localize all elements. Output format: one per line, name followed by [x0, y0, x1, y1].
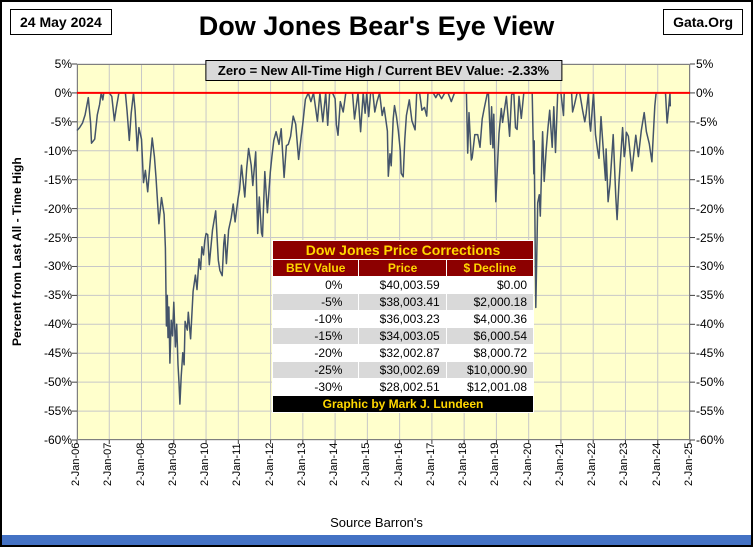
- x-tick-label: 2-Jan-15: [360, 443, 373, 487]
- page-title: Dow Jones Bear's Eye View: [198, 11, 555, 41]
- y-tick-label: -10%: [43, 143, 72, 158]
- x-tick-label: 2-Jan-25: [683, 443, 695, 487]
- y-tick-label: -60%: [43, 433, 72, 447]
- table-footer: Graphic by Mark J. Lundeen: [272, 395, 534, 413]
- table-header-row: BEV Value Price $ Decline: [271, 259, 535, 277]
- table-cell: $2,000.18: [445, 293, 535, 311]
- table-row: 0% $40,003.59 $0.00: [271, 276, 535, 294]
- y-axis-title: Percent from Last All - Time High: [10, 157, 24, 347]
- y-tick-label: -55%: [43, 404, 72, 419]
- x-tick-label: 2-Jan-16: [392, 443, 405, 487]
- y-tick-label: -60%: [696, 433, 725, 447]
- table-cell: -20%: [271, 344, 360, 362]
- table-cell: $12,001.08: [445, 378, 535, 396]
- x-tick-label: 2-Jan-17: [424, 443, 437, 487]
- table-cell: -5%: [271, 293, 360, 311]
- y-tick-label: -20%: [43, 201, 72, 216]
- table-row: -10% $36,003.23 $4,000.36: [271, 310, 535, 328]
- y-tick-label: -5%: [696, 114, 718, 129]
- table-row: -15% $34,003.05 $6,000.54: [271, 327, 535, 345]
- chart-subtitle: Zero = New All-Time High / Current BEV V…: [204, 60, 563, 81]
- y-tick-label: 0%: [54, 85, 72, 100]
- y-tick-label: -10%: [696, 143, 725, 158]
- table-cell: $8,000.72: [445, 344, 535, 362]
- x-tick-label: 2-Jan-19: [489, 443, 502, 487]
- bev-line: [76, 92, 672, 405]
- table-cell: -10%: [271, 310, 360, 328]
- table-cell: $28,002.51: [358, 378, 447, 396]
- corrections-table: Dow Jones Price Corrections BEV Value Pri…: [271, 240, 535, 413]
- org-badge: Gata.Org: [663, 9, 743, 35]
- table-row: -20% $32,002.87 $8,000.72: [271, 344, 535, 362]
- y-tick-label: -15%: [696, 172, 725, 187]
- y-tick-label: -50%: [696, 375, 725, 390]
- table-cell: $34,003.05: [358, 327, 447, 345]
- y-tick-label: -30%: [43, 259, 72, 274]
- table-cell: $10,000.90: [445, 361, 535, 379]
- x-tick-label: 2-Jan-20: [521, 443, 534, 487]
- y-tick-label: -40%: [43, 317, 72, 332]
- y-tick-label: -25%: [43, 230, 72, 245]
- y-tick-label: -45%: [43, 346, 72, 361]
- y-tick-label: -15%: [43, 172, 72, 187]
- date-badge: 24 May 2024: [10, 9, 112, 35]
- x-tick-label: 2-Jan-08: [134, 443, 147, 487]
- x-tick-label: 2-Jan-10: [199, 443, 212, 487]
- x-tick-label: 2-Jan-09: [166, 443, 179, 487]
- table-cell: -25%: [271, 361, 360, 379]
- table-title: Dow Jones Price Corrections: [272, 240, 534, 260]
- x-tick-label: 2-Jan-07: [102, 443, 115, 487]
- table-column-header: BEV Value: [271, 259, 360, 277]
- table-cell: -15%: [271, 327, 360, 345]
- y-tick-label: 5%: [696, 57, 714, 71]
- y-tick-label: 0%: [696, 85, 714, 100]
- x-tick-label: 2-Jan-11: [231, 443, 244, 486]
- y-tick-label: -25%: [696, 230, 725, 245]
- plot-area: Zero = New All-Time High / Current BEV V…: [72, 60, 695, 444]
- table-cell: $40,003.59: [358, 276, 447, 294]
- table-cell: $32,002.87: [358, 344, 447, 362]
- table-row: -30% $28,002.51 $12,001.08: [271, 378, 535, 396]
- y-tick-label: -55%: [696, 404, 725, 419]
- y-tick-label: -40%: [696, 317, 725, 332]
- table-cell: $36,003.23: [358, 310, 447, 328]
- table-cell: $30,002.69: [358, 361, 447, 379]
- x-tick-label: 2-Jan-12: [263, 443, 276, 487]
- x-tick-label: 2-Jan-13: [295, 443, 308, 487]
- x-tick-label: 2-Jan-14: [328, 443, 341, 487]
- table-cell: 0%: [271, 276, 360, 294]
- x-tick-label: 2-Jan-06: [70, 443, 82, 487]
- bottom-strip: [2, 535, 751, 545]
- table-cell: $0.00: [445, 276, 535, 294]
- y-tick-label: -35%: [696, 288, 725, 303]
- x-tick-label: 2-Jan-23: [618, 443, 631, 487]
- y-tick-label: -30%: [696, 259, 725, 274]
- table-cell: -30%: [271, 378, 360, 396]
- table-row: -5% $38,003.41 $2,000.18: [271, 293, 535, 311]
- table-cell: $38,003.41: [358, 293, 447, 311]
- y-tick-label: -5%: [50, 114, 72, 129]
- table-column-header: Price: [358, 259, 447, 277]
- y-tick-label: -50%: [43, 375, 72, 390]
- y-tick-label: 5%: [54, 57, 72, 71]
- table-cell: $4,000.36: [445, 310, 535, 328]
- table-cell: $6,000.54: [445, 327, 535, 345]
- x-tick-label: 2-Jan-22: [586, 443, 599, 487]
- source-label: Source Barron's: [330, 515, 423, 530]
- y-tick-label: -45%: [696, 346, 725, 361]
- x-tick-label: 2-Jan-21: [553, 443, 566, 487]
- x-tick-label: 2-Jan-24: [650, 443, 663, 487]
- table-row: -25% $30,002.69 $10,000.90: [271, 361, 535, 379]
- x-tick-label: 2-Jan-18: [457, 443, 470, 487]
- y-tick-label: -20%: [696, 201, 725, 216]
- y-tick-label: -35%: [43, 288, 72, 303]
- table-column-header: $ Decline: [445, 259, 535, 277]
